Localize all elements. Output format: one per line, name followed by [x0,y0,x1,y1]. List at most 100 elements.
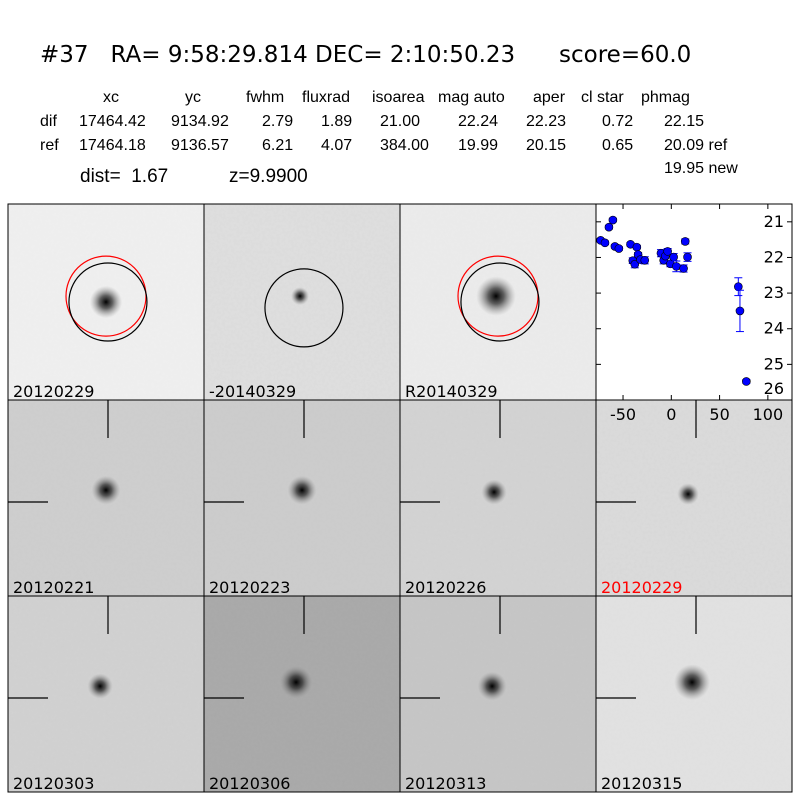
marker [614,244,624,253]
cell-ref-aper: 20.15 [526,137,567,154]
panel-label: 20120303 [13,774,94,793]
cutout-panel: 20120229 [595,399,793,597]
col-xc: xc [103,89,119,106]
marker [734,282,743,291]
data-point [669,252,678,262]
aperture-circle [460,262,540,342]
dist-value: dist= 1.67 [80,166,169,187]
cutout-panel: 20120306 [203,595,401,793]
data-point [672,260,681,273]
data-point [735,289,745,333]
z-value: z=9.9900 [229,166,308,187]
cutout-panel: 20120315 [595,595,793,793]
source-blob [287,475,317,505]
cell-ref-yc: 9136.57 [171,137,229,154]
cutout-panel: 20120223 [203,399,401,597]
cell-dif-phmag: 22.15 [664,113,705,130]
source-blob [291,287,310,306]
panel-label: 20120229 [13,382,94,401]
y-tick-label: 25 [764,354,784,373]
marker [632,242,642,252]
y-tick-label: 23 [764,283,784,302]
panel-label: -20140329 [209,382,296,401]
data-point [640,256,650,265]
data-point [683,252,692,262]
col-fluxrad: fluxrad [302,89,351,106]
cell-ref-xc: 17464.18 [79,137,146,154]
plot-area [595,203,793,401]
data-point [604,222,614,232]
cell-dif-fluxrad: 1.89 [321,113,353,130]
cell-dif-mag-auto: 22.24 [458,113,499,130]
source-blob [677,483,699,505]
cell-dif-cl-star: 0.72 [602,113,634,130]
x-tick-label: -50 [610,405,636,424]
aperture-circle [264,268,344,348]
source-blob [476,276,516,316]
marker [663,247,672,256]
cell-ref-mag-auto: 19.99 [458,137,499,154]
marker [735,306,745,316]
row-label-dif: dif [40,113,57,130]
data-point [600,238,610,248]
cell-dif-aper: 22.23 [526,113,567,130]
cell-ref-phmag: 20.09 ref [664,137,728,154]
cell-dif-yc: 9134.92 [171,113,229,130]
aperture-circle [68,262,148,342]
panel-label: 20120229 [601,578,682,597]
cutout-panel: R20140329 [399,203,597,401]
panel-label: 20120306 [209,774,290,793]
panel-label: 20120223 [209,578,290,597]
y-tick-label: 26 [764,379,784,398]
cell-ref-fwhm: 6.21 [262,137,294,154]
x-tick-label: 100 [753,405,784,424]
col-fwhm: fwhm [246,89,285,106]
figure-title: #37 RA= 9:58:29.814 DEC= 2:10:50.23 scor… [40,42,692,68]
data-point [663,247,672,256]
cell-dif-xc: 17464.42 [79,113,146,130]
marker [604,222,614,232]
col-yc: yc [185,89,201,106]
cutout-panel: 20120313 [399,595,597,793]
data-point [680,237,690,246]
source-blob [87,673,113,699]
cutout-panel: 20120229 [7,203,205,401]
panel-label: 20120315 [601,774,682,793]
col-isoarea: isoarea [372,89,425,106]
marker [608,215,618,225]
cutout-panel: -20140329 [203,203,401,401]
panel-label: 20120221 [13,578,94,597]
source-blob [91,475,121,505]
col-phmag: phmag [641,89,690,106]
panel-label: R20140329 [405,382,498,401]
col-mag-auto: mag auto [438,89,505,106]
data-point [734,277,743,297]
y-tick-label: 22 [764,247,784,266]
x-tick-label: 0 [666,405,676,424]
col-aper: aper [533,89,566,106]
panel-label: 20120313 [405,774,486,793]
marker [669,252,678,262]
y-tick-label: 24 [764,319,784,338]
cell-dif-isoarea: 21.00 [380,113,421,130]
source-blob [279,666,313,699]
y-tick-label: 21 [764,212,784,231]
row-label-ref: ref [40,137,59,154]
source-blob [481,479,507,505]
data-point [614,244,624,253]
x-tick-label: 50 [709,405,729,424]
marker [680,237,690,246]
cell-ref-cl-star: 0.65 [602,137,634,154]
data-point [632,242,642,252]
data-point [742,377,751,386]
cutout-panel: 20120303 [7,595,205,793]
marker [679,264,688,273]
cell-dif-fwhm: 2.79 [262,113,294,130]
phmag-new: 19.95 new [664,160,738,177]
marker [683,252,692,262]
cell-ref-fluxrad: 4.07 [321,137,353,154]
light-curve-plot: 21 22 23 24 25 26 -50 0 50 100 [595,203,793,424]
cutout-panel: 20120226 [399,399,597,597]
data-point [608,215,618,225]
